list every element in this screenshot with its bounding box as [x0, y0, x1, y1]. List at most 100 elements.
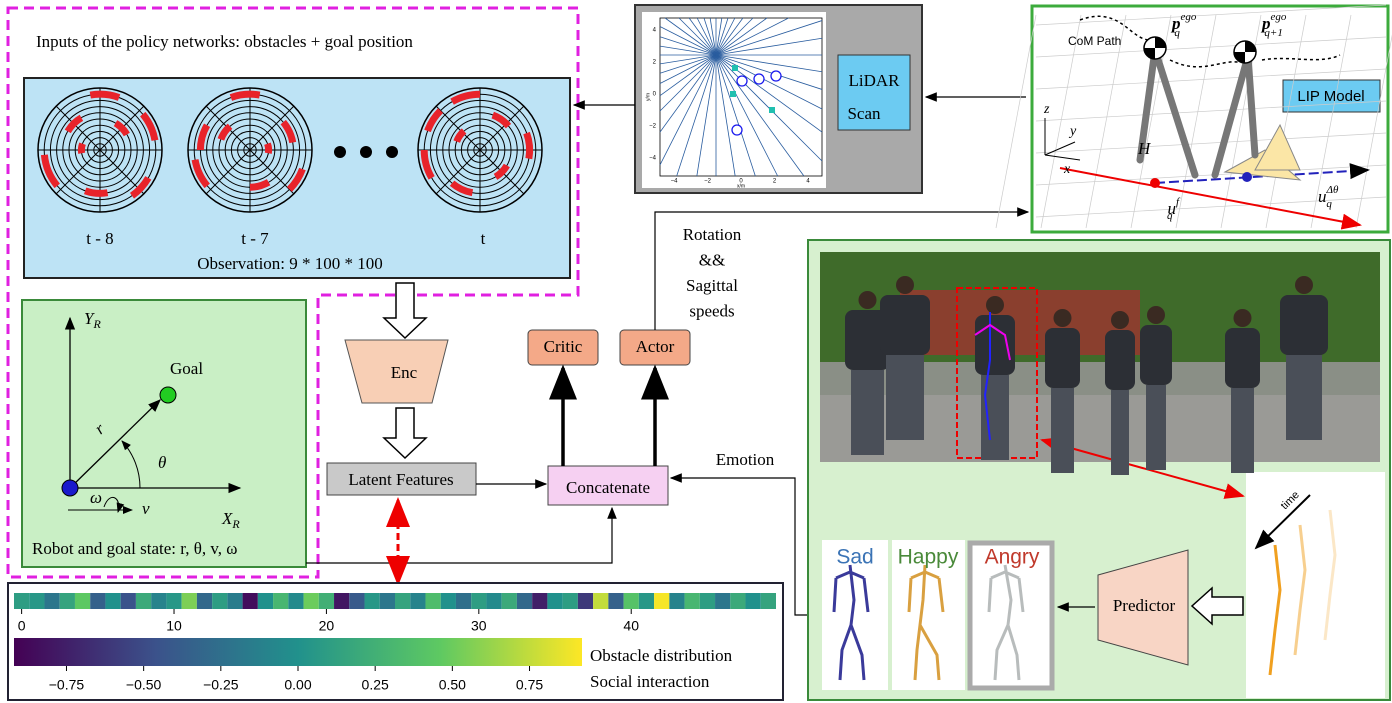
lidar-ray — [659, 54, 717, 166]
label: Scan — [847, 104, 881, 123]
lidar-ray — [659, 26, 717, 56]
label: t - 7 — [241, 229, 269, 248]
x-tick-label: 30 — [471, 618, 487, 634]
lidar-ray — [659, 54, 717, 84]
lidar-ray — [659, 54, 717, 133]
feature-cell — [440, 593, 456, 609]
floor-grid — [995, 14, 1037, 229]
red-arrow — [1040, 437, 1245, 499]
obstacle-arc — [217, 123, 233, 141]
sup: Δθ — [1326, 184, 1339, 196]
colorbar-tick-label: 0.75 — [516, 677, 543, 693]
person-legs — [1146, 385, 1166, 470]
feature-cell — [684, 593, 700, 609]
label: Inputs of the policy networks: obstacles… — [36, 32, 413, 51]
lidar-ray — [715, 37, 823, 56]
x-tick-label: 0 — [18, 618, 26, 634]
robot-state-box — [21, 299, 307, 568]
emotion-skeleton — [907, 564, 945, 681]
emotion-card — [967, 540, 1055, 691]
person-body — [1140, 325, 1172, 385]
person-legs — [1051, 388, 1074, 473]
position-label: pego q — [1170, 11, 1197, 39]
y-tick-label: −4 — [649, 156, 657, 162]
q: q+1 — [1264, 27, 1282, 39]
obstacle-arc — [449, 180, 474, 197]
u: u — [1318, 187, 1327, 206]
feature-cell — [166, 593, 182, 609]
label: Critic — [544, 337, 583, 356]
floor-grid — [1035, 164, 1387, 186]
angle-arc — [121, 440, 141, 489]
skeleton-image — [1246, 472, 1385, 698]
colorbar-tick-label: −0.25 — [203, 677, 239, 693]
label: t — [481, 229, 486, 248]
colorbar-tick-label: −0.50 — [126, 677, 162, 693]
obstacle-arc — [420, 149, 435, 180]
floor-grid — [1035, 4, 1387, 26]
feature-cell — [577, 593, 594, 609]
lidar-plot — [642, 12, 826, 188]
q: q — [1167, 210, 1173, 222]
feature-cell — [699, 593, 716, 609]
p: p — [1260, 14, 1271, 33]
floor-grid — [1035, 68, 1387, 90]
y-tick-label: 2 — [653, 60, 657, 66]
floor-grid — [1265, 14, 1307, 229]
ellipsis-dot — [360, 146, 372, 158]
obstacle-arc — [450, 90, 481, 105]
feature-cell — [151, 593, 167, 609]
feature-cell — [669, 593, 685, 609]
feature-cell — [379, 593, 395, 609]
floor-grid — [1035, 132, 1387, 154]
lidar-ray — [659, 54, 717, 74]
colorbar-tick-label: 0.00 — [284, 677, 311, 693]
label: Sad — [836, 546, 873, 569]
u-label: uΔθ q — [1318, 184, 1339, 210]
obstacle-arc — [249, 179, 271, 191]
lidar-ray — [715, 54, 805, 177]
feature-cell — [395, 593, 411, 609]
x-tick-label: 4 — [806, 179, 810, 185]
feature-cell — [90, 593, 106, 609]
leg — [1136, 46, 1159, 164]
lidar-ray — [659, 36, 717, 56]
person-head — [1233, 309, 1252, 327]
polar-spoke — [205, 105, 295, 195]
obstacle-arc — [77, 142, 86, 154]
lidar-ray — [715, 54, 736, 177]
axis — [1044, 154, 1081, 161]
robot — [61, 479, 79, 497]
feature-cell — [410, 593, 426, 609]
feature-cell — [638, 593, 655, 609]
obstacle — [753, 73, 765, 85]
label: Angry — [985, 546, 1040, 569]
lidar-ray — [715, 17, 729, 56]
colorbar — [14, 638, 582, 666]
feature-cell — [334, 593, 350, 609]
foot — [1254, 123, 1301, 171]
y-tick-label: 4 — [653, 28, 657, 34]
sup: f — [1176, 196, 1181, 208]
obstacle — [736, 75, 748, 87]
lip-label-box — [1282, 79, 1381, 113]
colorbar-tick-label: −0.75 — [49, 677, 85, 693]
lidar-axes — [659, 17, 823, 177]
person-head — [1111, 311, 1129, 329]
lidar-ray — [664, 17, 717, 56]
feature-cell — [44, 593, 60, 609]
sub: R — [92, 317, 101, 331]
feature-cell — [547, 593, 563, 609]
main: Y — [84, 309, 95, 328]
obstacle-arc — [139, 111, 159, 142]
floor-grid — [1035, 100, 1387, 122]
feature-cell — [623, 593, 639, 609]
person-body — [880, 295, 930, 355]
emotion-skeleton — [987, 564, 1025, 681]
obstacle-arc — [523, 131, 534, 160]
floor-grid — [1040, 14, 1082, 229]
com-fill — [1144, 37, 1166, 59]
feature-cell — [532, 593, 548, 609]
floor-grid — [1035, 36, 1387, 58]
